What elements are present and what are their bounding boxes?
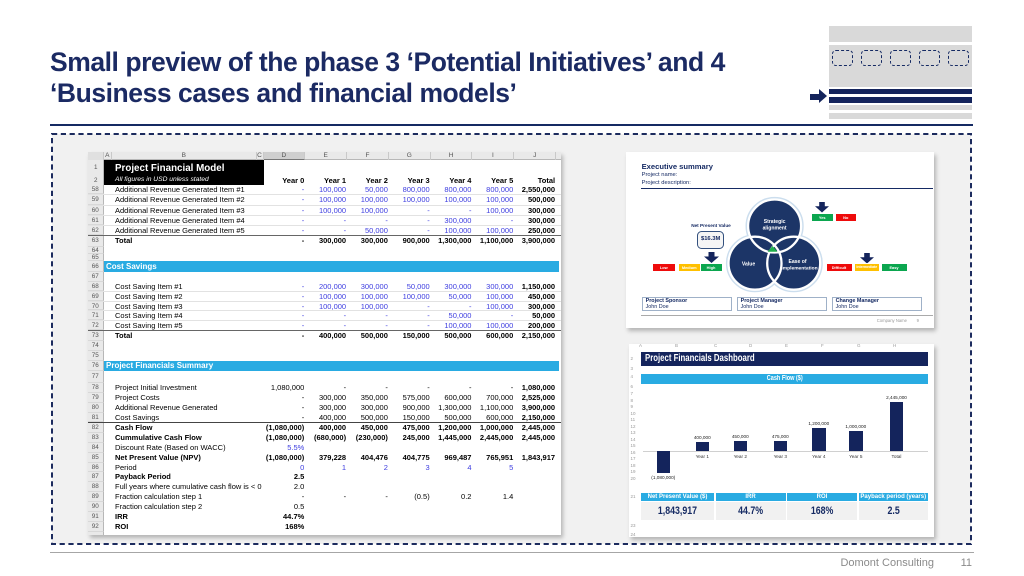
svg-text:Value: Value <box>742 261 755 267</box>
svg-text:alignment: alignment <box>763 225 787 231</box>
svg-text:Ease of: Ease of <box>788 259 806 265</box>
svg-text:implementation: implementation <box>781 265 817 271</box>
svg-text:Strategic: Strategic <box>764 219 786 225</box>
